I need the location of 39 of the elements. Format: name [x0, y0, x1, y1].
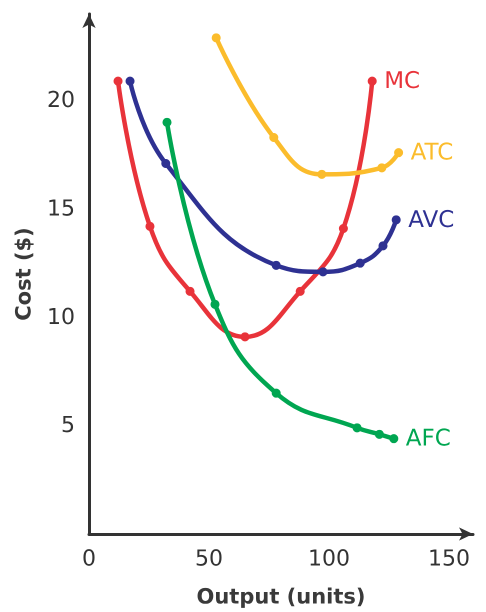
point [389, 434, 398, 444]
series-label: AFC [406, 426, 451, 452]
point [269, 133, 278, 142]
point [368, 76, 377, 86]
point [296, 286, 305, 296]
point [356, 258, 365, 268]
y-tick-label: 10 [47, 304, 75, 330]
x-axis-title: Output (units) [196, 584, 366, 608]
point [272, 260, 281, 270]
point [161, 159, 170, 168]
point [210, 300, 220, 309]
series-label: AVC [408, 206, 454, 233]
point [126, 76, 135, 86]
point [318, 267, 328, 276]
point [114, 76, 123, 86]
point [240, 332, 250, 342]
point [145, 222, 154, 231]
point [377, 163, 386, 172]
x-tick-label: 50 [195, 546, 223, 572]
point [392, 215, 401, 224]
point [317, 170, 326, 179]
point [186, 286, 195, 296]
point [352, 423, 362, 432]
x-tick-label: 0 [82, 546, 96, 572]
y-tick-label: 15 [47, 196, 75, 222]
point [162, 118, 172, 127]
point [394, 148, 404, 158]
point [338, 224, 348, 233]
series-label: ATC [410, 140, 454, 166]
point [272, 388, 281, 398]
x-tick-label: 150 [428, 546, 470, 572]
x-tick-label: 100 [308, 546, 350, 572]
series-label: MC [384, 68, 420, 94]
y-tick-label: 5 [61, 413, 75, 438]
y-axis-title: Cost ($) [12, 227, 36, 321]
point [212, 33, 221, 42]
point [374, 430, 384, 439]
y-tick-label: 20 [47, 88, 75, 114]
point [378, 241, 388, 250]
